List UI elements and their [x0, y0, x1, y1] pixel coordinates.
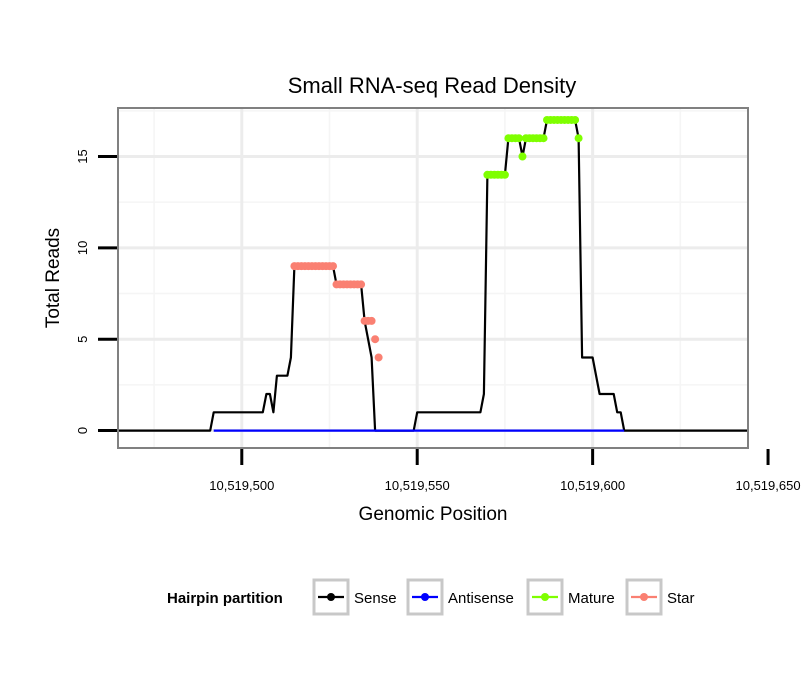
legend-title: Hairpin partition: [167, 590, 283, 607]
data-point-star: [371, 335, 380, 344]
data-point-mature: [514, 134, 523, 143]
series-lines: [119, 118, 747, 432]
data-point-mature: [500, 170, 509, 179]
legend-label-star: Star: [667, 590, 695, 607]
y-axis-title: Total Reads: [43, 228, 64, 328]
data-point-star: [367, 316, 376, 325]
data-point-star: [374, 353, 383, 362]
data-point-star: [329, 262, 338, 271]
x-tick-label: 10,519,550: [385, 478, 450, 493]
x-axis: 10,519,500 10,519,550 10,519,600 10,519,650: [209, 449, 801, 493]
plot-panel: [117, 107, 749, 449]
legend-key-point: [640, 593, 648, 601]
y-tick-label: 10: [75, 241, 90, 255]
data-point-mature: [571, 115, 580, 124]
data-point-mature: [574, 134, 583, 143]
x-tick-label: 10,519,650: [736, 478, 801, 493]
legend-label-mature: Mature: [568, 590, 615, 607]
legend-label-sense: Sense: [354, 590, 397, 607]
legend: Hairpin partition Sense Antisense Mature St…: [167, 578, 695, 616]
y-tick-label: 5: [75, 336, 90, 343]
x-tick-label: 10,519,600: [560, 478, 625, 493]
series-points: [290, 115, 583, 362]
data-point-mature: [518, 152, 527, 161]
series-line-sense: [119, 118, 747, 432]
x-tick-label: 10,519,500: [209, 478, 274, 493]
legend-key-point: [327, 593, 335, 601]
legend-key-point: [541, 593, 549, 601]
y-tick-label: 0: [75, 427, 90, 434]
y-tick-label: 15: [75, 149, 90, 163]
data-point-star: [357, 280, 366, 289]
x-axis-title: Genomic Position: [359, 504, 508, 525]
y-axis: 0 5 10 15: [75, 149, 117, 434]
legend-label-antisense: Antisense: [448, 590, 514, 607]
legend-key-point: [421, 593, 429, 601]
chart-title: Small RNA-seq Read Density: [288, 73, 577, 98]
data-point-mature: [539, 134, 548, 143]
